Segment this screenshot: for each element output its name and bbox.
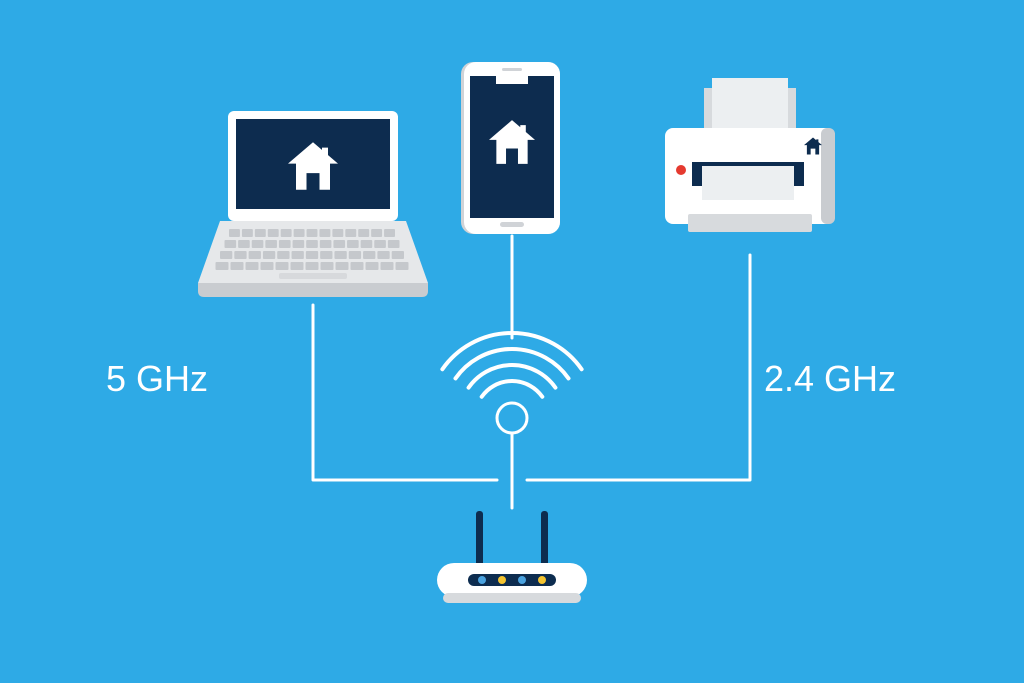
router-led-icon bbox=[498, 576, 506, 584]
antenna-icon bbox=[476, 511, 483, 567]
antenna-icon bbox=[541, 511, 548, 567]
printer-icon bbox=[665, 78, 835, 232]
freq-label-24ghz: 2.4 GHz bbox=[764, 358, 896, 400]
printer-led-icon bbox=[676, 165, 686, 175]
freq-label-5ghz: 5 GHz bbox=[106, 358, 208, 400]
router-icon bbox=[437, 511, 587, 603]
laptop-icon bbox=[198, 111, 428, 297]
router-led-icon bbox=[518, 576, 526, 584]
diagram-svg bbox=[0, 0, 1024, 683]
wifi-icon bbox=[442, 333, 581, 433]
router-led-icon bbox=[478, 576, 486, 584]
diagram-canvas: 5 GHz 2.4 GHz bbox=[0, 0, 1024, 683]
router-led-icon bbox=[538, 576, 546, 584]
phone-icon bbox=[461, 62, 560, 234]
